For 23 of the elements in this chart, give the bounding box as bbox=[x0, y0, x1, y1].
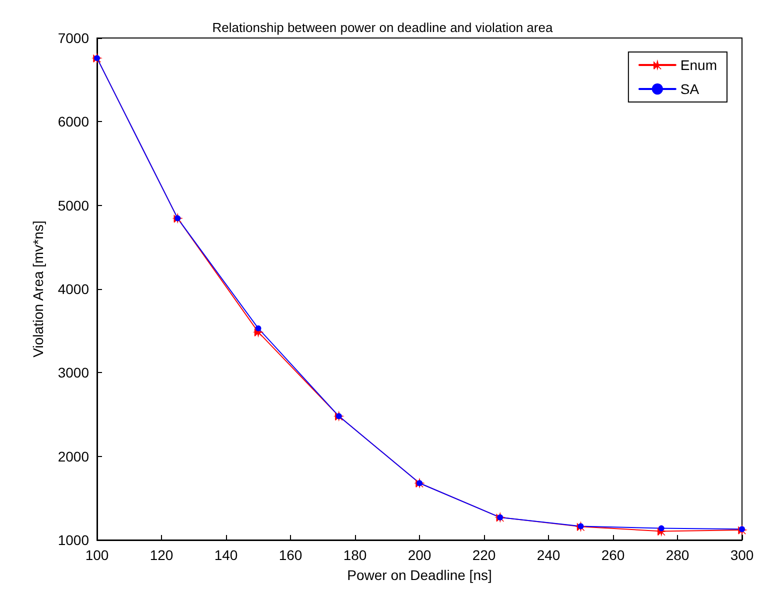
y-tick-label: 7000 bbox=[58, 30, 90, 46]
x-tick-label: 260 bbox=[601, 547, 625, 563]
x-tick-label: 220 bbox=[472, 547, 496, 563]
x-tick-label: 180 bbox=[343, 547, 367, 563]
x-tick-label: 120 bbox=[150, 547, 174, 563]
y-tick-label: 5000 bbox=[58, 197, 90, 214]
legend-label: Enum bbox=[680, 57, 718, 73]
y-tick-label: 1000 bbox=[58, 532, 90, 548]
chart-title: Relationship between power on deadline and violation area bbox=[212, 20, 554, 35]
x-axis-title: Power on Deadline [ns] bbox=[347, 567, 492, 583]
x-tick-label: 140 bbox=[214, 547, 238, 563]
y-axis-title: Violation Area [mv*ns] bbox=[30, 220, 46, 358]
x-tick-label: 160 bbox=[278, 547, 302, 563]
y-tick-label: 6000 bbox=[58, 114, 90, 130]
y-tick-label: 4000 bbox=[58, 281, 90, 297]
legend-label: SA bbox=[680, 81, 700, 97]
x-tick-label: 240 bbox=[536, 547, 560, 563]
x-tick-label: 200 bbox=[408, 547, 432, 563]
x-tick-label: 100 bbox=[85, 547, 109, 563]
x-tick-label: 280 bbox=[666, 547, 690, 563]
y-tick-label: 3000 bbox=[58, 364, 90, 381]
y-tick-label: 2000 bbox=[58, 448, 90, 464]
x-tick-label: 300 bbox=[730, 547, 754, 563]
